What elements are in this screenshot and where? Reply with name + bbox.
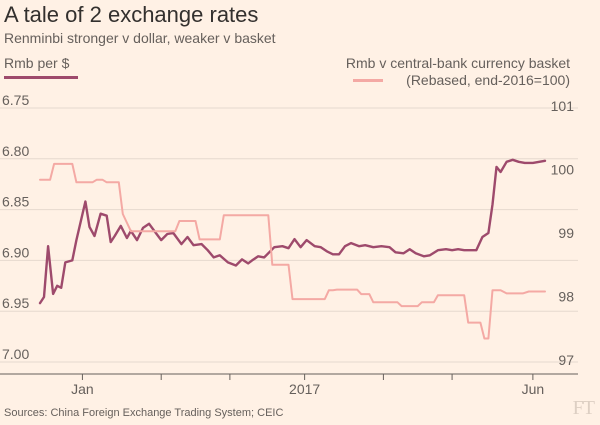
chart-subtitle: Renminbi stronger v dollar, weaker v bas…: [4, 30, 276, 46]
legend-right-swatch: [353, 79, 383, 82]
chart-title: A tale of 2 exchange rates: [4, 2, 259, 27]
series-line-rmb-per-usd: [38, 158, 547, 305]
legend-left-swatch: [4, 76, 78, 79]
x-tick-label: Jan: [71, 381, 94, 397]
left-tick-label: 7.00: [2, 346, 29, 362]
left-tick-label: 6.80: [2, 143, 29, 159]
x-tick-label: 2017: [289, 381, 320, 397]
left-tick-label: 6.90: [2, 244, 29, 260]
legend-right-label-line2: (Rebased, end-2016=100): [406, 72, 570, 88]
right-tick-label: 97: [558, 352, 574, 368]
legend-right-label-line1: Rmb v central-bank currency basket: [345, 55, 570, 71]
right-tick-label: 99: [558, 225, 574, 241]
left-tick-label: 6.85: [2, 194, 29, 210]
x-tick-label: Jun: [522, 381, 545, 397]
right-tick-label: 100: [551, 162, 575, 178]
right-tick-label: 98: [558, 289, 574, 305]
series-line-rmb-v-basket: [39, 162, 546, 340]
right-tick-label: 101: [551, 98, 575, 114]
legend-left-label: Rmb per $: [4, 55, 70, 71]
left-tick-label: 6.95: [2, 295, 29, 311]
left-tick-label: 6.75: [2, 92, 29, 108]
source-note: Sources: China Foreign Exchange Trading …: [4, 407, 284, 419]
ft-logo: FT: [572, 397, 595, 419]
